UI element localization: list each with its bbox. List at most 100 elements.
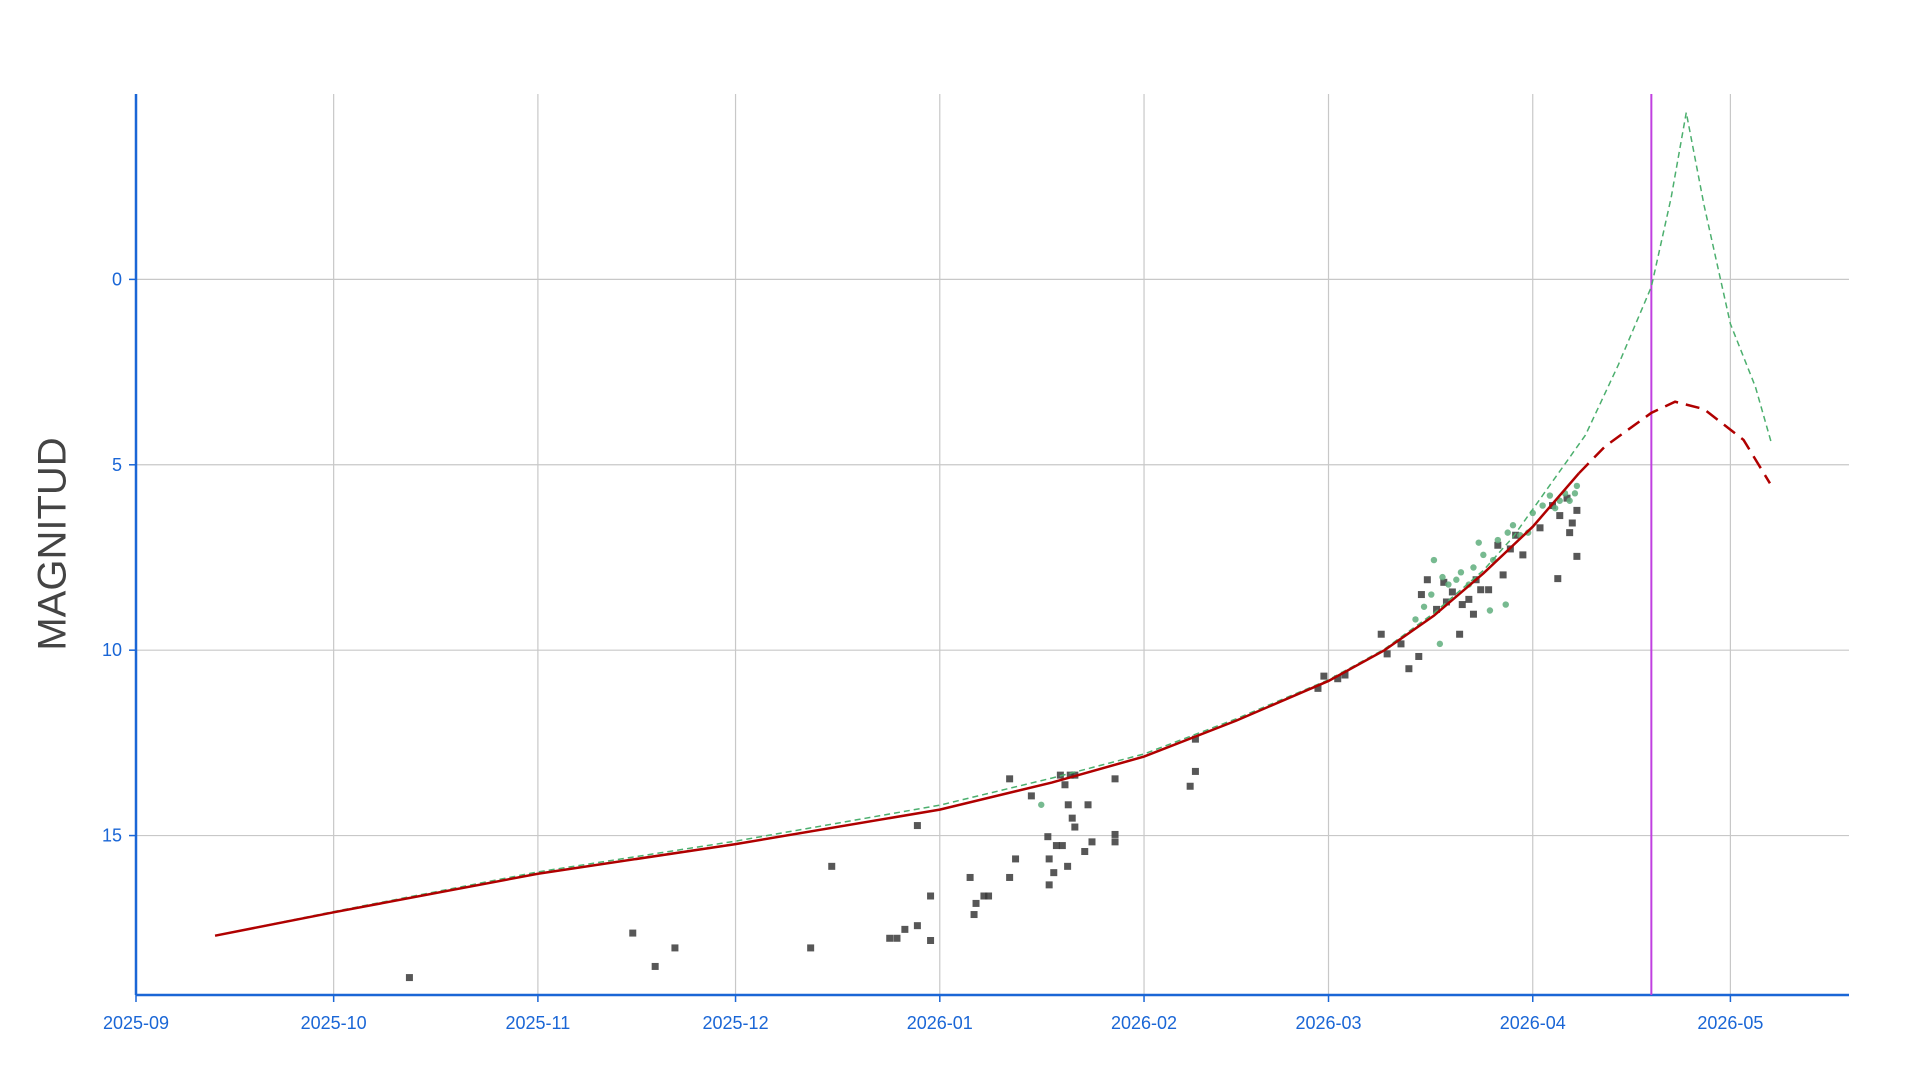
data-point [1045, 855, 1053, 863]
data-line [214, 472, 1580, 937]
x-tick-label: 2026-03 [1295, 1013, 1361, 1033]
data-line [214, 112, 1772, 937]
x-tick-label: 2025-09 [103, 1013, 169, 1033]
data-point [966, 873, 974, 881]
data-point [1397, 640, 1405, 648]
data-point [1448, 588, 1456, 596]
data-point [1111, 838, 1119, 846]
data-point [1486, 607, 1494, 614]
data-point [1044, 833, 1052, 841]
data-point [1050, 869, 1058, 877]
data-point [1445, 581, 1452, 588]
data-point [1436, 640, 1444, 648]
data-point [1519, 551, 1527, 559]
x-tick-label: 2025-10 [301, 1013, 367, 1033]
data-point [1470, 564, 1477, 571]
data-point [893, 934, 901, 942]
y-tick-label: 15 [102, 826, 122, 846]
data-point [1052, 842, 1060, 850]
data-point [1383, 650, 1391, 658]
data-point [807, 944, 815, 952]
data-point [1469, 610, 1477, 618]
data-point [1081, 848, 1089, 856]
data-point [1480, 551, 1487, 559]
data-point [1341, 671, 1349, 679]
data-point [1045, 881, 1053, 889]
x-tick-label: 2026-02 [1111, 1013, 1177, 1033]
data-point [1415, 652, 1423, 660]
x-tick-label: 2025-11 [506, 1013, 571, 1033]
data-point [972, 899, 980, 907]
data-point [1066, 771, 1074, 779]
data-point [1334, 675, 1342, 683]
data-point [1061, 781, 1069, 789]
data-point [1551, 504, 1559, 512]
data-point [1006, 775, 1014, 783]
data-point [1509, 522, 1517, 529]
data-point [927, 936, 935, 944]
data-point [1546, 492, 1554, 499]
x-tick-label: 2026-01 [907, 1013, 973, 1033]
data-point [1458, 601, 1466, 609]
data-point [980, 892, 988, 900]
data-point [1088, 838, 1096, 846]
data-point [1563, 494, 1571, 502]
data-point [1439, 573, 1446, 581]
data-point [1191, 767, 1199, 775]
data-point [913, 822, 921, 830]
data-point [970, 911, 978, 919]
data-point [1433, 605, 1441, 613]
data-point [1417, 591, 1425, 599]
data-point [1453, 576, 1460, 583]
data-point [1566, 497, 1573, 504]
data-point [1027, 792, 1035, 800]
data-point [1186, 782, 1194, 790]
y-axis-label: MAGNITUD [31, 437, 75, 650]
data-point [1494, 536, 1502, 544]
data-point [1068, 814, 1076, 822]
data-point [1485, 586, 1493, 594]
data-line [1577, 400, 1772, 484]
data-point [1477, 586, 1485, 594]
y-tick-label: 10 [102, 640, 122, 660]
data-point [1536, 524, 1544, 532]
data-point [1058, 842, 1066, 850]
data-point [1499, 571, 1507, 579]
data-point [1504, 529, 1511, 536]
data-point [1440, 578, 1448, 586]
data-point [1012, 855, 1020, 863]
x-tick-label: 2026-05 [1697, 1013, 1763, 1033]
data-point [1457, 569, 1465, 576]
data-point [1111, 775, 1119, 783]
data-point [1456, 630, 1464, 638]
data-point [1573, 482, 1581, 490]
data-point [1573, 506, 1581, 514]
data-point [1556, 512, 1564, 520]
data-point [1405, 665, 1413, 673]
data-point [1571, 490, 1579, 497]
data-point [1191, 735, 1199, 743]
data-point [927, 892, 935, 900]
data-point [985, 892, 993, 900]
data-point [1566, 529, 1574, 537]
data-point [1006, 873, 1014, 881]
data-point [1442, 598, 1450, 606]
data-point [901, 925, 909, 933]
data-point [1428, 591, 1435, 598]
data-point [1512, 531, 1520, 539]
data-point [1554, 575, 1562, 583]
data-point [1412, 616, 1419, 623]
data-point [1064, 862, 1072, 870]
x-tick-label: 2025-12 [703, 1013, 769, 1033]
data-point [629, 929, 637, 937]
data-point [1568, 519, 1576, 527]
data-point [1064, 801, 1072, 809]
y-tick-label: 5 [112, 455, 122, 475]
data-point [1494, 541, 1502, 549]
data-point [828, 862, 836, 870]
data-point [1038, 801, 1045, 808]
data-point [1573, 552, 1581, 560]
data-point [1420, 603, 1428, 610]
